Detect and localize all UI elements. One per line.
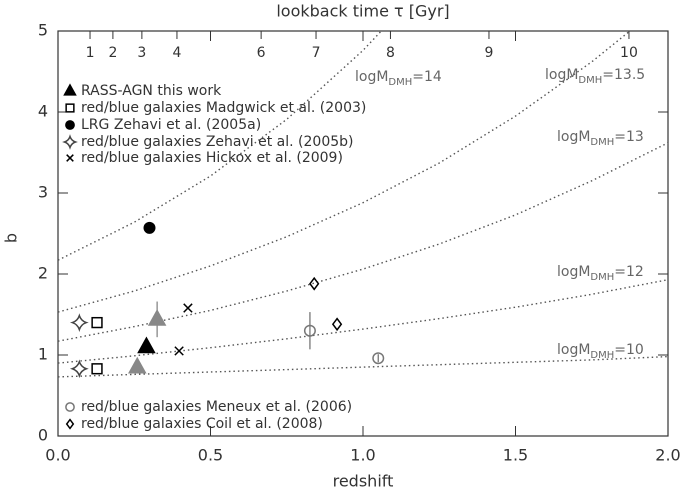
top-tick-label: 7 xyxy=(312,45,321,61)
data-point xyxy=(303,324,316,337)
curve-label-main: logM xyxy=(545,67,578,83)
legend-label: red/blue galaxies Meneux et al. (2006) xyxy=(81,399,352,415)
legend-label: red/blue galaxies Zehavi et al. (2005b) xyxy=(81,134,354,150)
top-tick-label: 8 xyxy=(386,45,395,61)
data-point xyxy=(91,316,103,329)
data-point xyxy=(147,309,167,326)
curve-label-main: logM xyxy=(557,129,590,145)
top-tick-label: 1 xyxy=(86,45,95,61)
x-tick-label: 0.5 xyxy=(198,446,223,465)
legend-symbol xyxy=(65,402,75,412)
data-point xyxy=(183,303,193,313)
top-axis-title: lookback time τ [Gyr] xyxy=(276,2,449,21)
curve-label-sub: DMH xyxy=(590,350,614,361)
legend-symbol xyxy=(65,120,75,130)
y-tick-label: 2 xyxy=(38,264,48,283)
curve-label-main: logM xyxy=(557,264,590,280)
x-tick-label: 1.5 xyxy=(503,446,528,465)
legend-label: red/blue galaxies Coil et al. (2008) xyxy=(81,416,323,432)
y-tick-label: 5 xyxy=(38,21,48,40)
data-point xyxy=(69,313,89,332)
legend-symbol xyxy=(63,83,77,96)
x-axis-label: redshift xyxy=(333,472,394,491)
curve-label: logMDMH=14 xyxy=(355,69,442,88)
data-point xyxy=(331,317,343,332)
data-point xyxy=(128,356,147,374)
x-tick-label: 0.0 xyxy=(45,446,70,465)
curve-label: logMDMH=12 xyxy=(557,264,644,283)
curve-label-sub: DMH xyxy=(590,272,614,283)
top-tick-label: 10 xyxy=(620,45,638,61)
curve-label-sub: DMH xyxy=(388,77,412,88)
curve-label-eq: =12 xyxy=(614,264,644,280)
model-curve xyxy=(57,30,382,261)
data-point xyxy=(91,363,103,375)
curve-label-sub: DMH xyxy=(590,137,614,148)
x-tick-label: 2.0 xyxy=(655,446,680,465)
top-tick-label: 3 xyxy=(137,45,146,61)
y-axis-label: b xyxy=(2,233,21,243)
legend-label: LRG Zehavi et al. (2005a) xyxy=(81,117,261,133)
curve-label-eq: =13.5 xyxy=(602,67,645,83)
curve-label-eq: =10 xyxy=(614,342,644,358)
model-curve xyxy=(57,279,669,364)
top-tick-label: 4 xyxy=(172,45,181,61)
data-point xyxy=(69,359,89,379)
legend-symbol xyxy=(66,154,74,162)
data-point xyxy=(309,276,320,291)
curve-label-sub: DMH xyxy=(578,75,602,86)
legend-label: red/blue galaxies Hickox et al. (2009) xyxy=(81,150,343,166)
legend-label: red/blue galaxies Madgwick et al. (2003) xyxy=(81,100,366,116)
y-tick-label: 4 xyxy=(38,102,48,121)
curve-label-main: logM xyxy=(557,342,590,358)
y-tick-label: 1 xyxy=(38,345,48,364)
top-tick-label: 2 xyxy=(108,45,117,61)
y-tick-label: 3 xyxy=(38,183,48,202)
curve-label: logMDMH=10 xyxy=(557,342,644,361)
curve-label-eq: =14 xyxy=(412,69,442,85)
top-tick-label: 6 xyxy=(257,45,266,61)
curve-label-eq: =13 xyxy=(614,129,644,145)
data-point xyxy=(137,336,156,354)
curve-label-main: logM xyxy=(355,69,388,85)
y-tick-label: 0 xyxy=(38,426,48,445)
model-curve xyxy=(57,30,631,313)
legend-label: RASS-AGN this work xyxy=(81,83,222,99)
curve-label: logMDMH=13 xyxy=(557,129,644,148)
data-point xyxy=(174,346,184,356)
legend-symbol xyxy=(62,134,78,150)
legend-symbol xyxy=(65,103,75,113)
data-point xyxy=(372,352,385,365)
x-tick-label: 1.0 xyxy=(350,446,375,465)
top-tick-label: 9 xyxy=(485,45,494,61)
data-point xyxy=(143,221,156,234)
model-curve xyxy=(57,355,669,378)
curve-label: logMDMH=13.5 xyxy=(545,67,645,86)
legend-symbol xyxy=(65,418,75,430)
